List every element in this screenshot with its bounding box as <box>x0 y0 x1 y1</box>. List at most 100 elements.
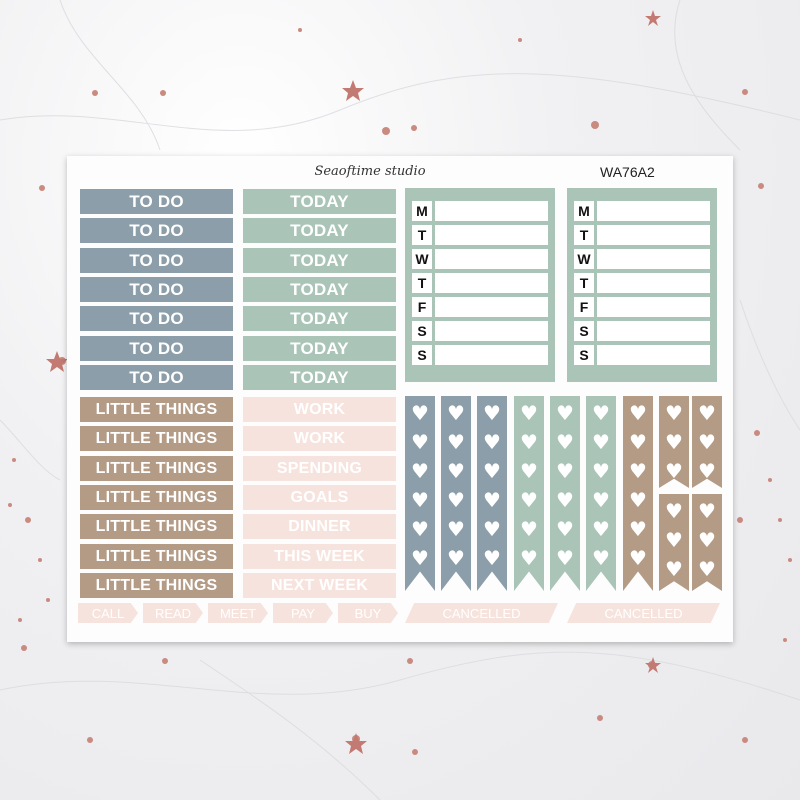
todo-label: TO DO <box>80 248 233 273</box>
heart-icon: ♥ <box>665 528 683 552</box>
write-line <box>435 249 548 269</box>
little-things-label: LITTLE THINGS <box>80 485 233 510</box>
heart-icon: ♥ <box>483 546 501 570</box>
heart-icon: ♥ <box>629 459 647 483</box>
heart-icon: ♥ <box>665 430 683 454</box>
little-things-label: LITTLE THINGS <box>80 456 233 481</box>
todo-label: TO DO <box>80 218 233 243</box>
weekday-letter: W <box>574 249 594 269</box>
heart-icon: ♥ <box>520 401 538 425</box>
write-line <box>597 201 710 221</box>
weekday-letter: M <box>574 201 594 221</box>
weekday-letter: S <box>574 345 594 365</box>
heart-icon: ♥ <box>483 401 501 425</box>
todo-label: TO DO <box>80 189 233 214</box>
heart-icon: ♥ <box>665 459 683 483</box>
buy-tag: BUY <box>338 603 398 623</box>
heart-icon: ♥ <box>698 430 716 454</box>
heart-icon: ♥ <box>556 401 574 425</box>
dinner-label: DINNER <box>243 514 396 539</box>
call-tag: CALL <box>78 603 138 623</box>
little-things-label: LITTLE THINGS <box>80 397 233 422</box>
heart-icon: ♥ <box>665 557 683 581</box>
heart-icon: ♥ <box>447 546 465 570</box>
heart-icon: ♥ <box>698 401 716 425</box>
today-label: TODAY <box>243 277 396 302</box>
heart-flag: ♥ ♥ ♥ <box>692 396 722 488</box>
little-things-label: LITTLE THINGS <box>80 514 233 539</box>
write-line <box>435 345 548 365</box>
heart-flag: ♥ ♥ ♥ ♥ ♥ ♥ <box>623 396 653 591</box>
heart-icon: ♥ <box>698 499 716 523</box>
weekly-box: M T W T F S S <box>567 188 717 382</box>
weekday-letter: T <box>574 225 594 245</box>
heart-icon: ♥ <box>520 517 538 541</box>
heart-icon: ♥ <box>520 459 538 483</box>
heart-icon: ♥ <box>665 401 683 425</box>
heart-icon: ♥ <box>483 459 501 483</box>
write-line <box>597 345 710 365</box>
heart-icon: ♥ <box>447 430 465 454</box>
heart-icon: ♥ <box>556 546 574 570</box>
heart-flag: ♥ ♥ ♥ ♥ ♥ ♥ <box>477 396 507 591</box>
heart-icon: ♥ <box>411 546 429 570</box>
todo-label: TO DO <box>80 365 233 390</box>
heart-icon: ♥ <box>447 488 465 512</box>
heart-icon: ♥ <box>592 517 610 541</box>
write-line <box>435 201 548 221</box>
write-line <box>435 321 548 341</box>
today-label: TODAY <box>243 218 396 243</box>
heart-flag: ♥ ♥ ♥ ♥ ♥ ♥ <box>514 396 544 591</box>
heart-icon: ♥ <box>411 459 429 483</box>
today-label: TODAY <box>243 306 396 331</box>
heart-icon: ♥ <box>483 517 501 541</box>
write-line <box>435 225 548 245</box>
heart-icon: ♥ <box>698 528 716 552</box>
heart-icon: ♥ <box>411 488 429 512</box>
heart-flag: ♥ ♥ ♥ <box>692 494 722 591</box>
heart-flag: ♥ ♥ ♥ ♥ ♥ ♥ <box>441 396 471 591</box>
work-label: WORK <box>243 426 396 451</box>
heart-icon: ♥ <box>592 546 610 570</box>
heart-icon: ♥ <box>411 401 429 425</box>
meet-tag: MEET <box>208 603 268 623</box>
write-line <box>435 297 548 317</box>
heart-icon: ♥ <box>556 488 574 512</box>
heart-icon: ♥ <box>629 546 647 570</box>
weekday-letter: S <box>574 321 594 341</box>
heart-icon: ♥ <box>698 459 716 483</box>
write-line <box>597 321 710 341</box>
weekday-letter: T <box>412 273 432 293</box>
heart-icon: ♥ <box>556 517 574 541</box>
spending-label: SPENDING <box>243 456 396 481</box>
heart-icon: ♥ <box>447 459 465 483</box>
heart-icon: ♥ <box>520 488 538 512</box>
heart-icon: ♥ <box>483 488 501 512</box>
weekday-letter: T <box>574 273 594 293</box>
heart-icon: ♥ <box>665 499 683 523</box>
today-label: TODAY <box>243 336 396 361</box>
next-week-label: NEXT WEEK <box>243 573 396 598</box>
write-line <box>435 273 548 293</box>
write-line <box>597 249 710 269</box>
write-line <box>597 297 710 317</box>
cancelled-tag: CANCELLED <box>405 603 558 623</box>
heart-icon: ♥ <box>592 459 610 483</box>
goals-label: GOALS <box>243 485 396 510</box>
heart-icon: ♥ <box>411 517 429 541</box>
weekly-box: M T W T F S S <box>405 188 555 382</box>
today-label: TODAY <box>243 365 396 390</box>
heart-icon: ♥ <box>556 459 574 483</box>
weekday-letter: S <box>412 321 432 341</box>
todo-label: TO DO <box>80 277 233 302</box>
heart-icon: ♥ <box>629 401 647 425</box>
work-label: WORK <box>243 397 396 422</box>
heart-icon: ♥ <box>411 430 429 454</box>
heart-icon: ♥ <box>483 430 501 454</box>
write-line <box>597 225 710 245</box>
brand-logo: Seaoftime studio <box>314 164 426 179</box>
star-icon <box>46 10 661 754</box>
heart-flag: ♥ ♥ ♥ ♥ ♥ ♥ <box>405 396 435 591</box>
today-label: TODAY <box>243 189 396 214</box>
